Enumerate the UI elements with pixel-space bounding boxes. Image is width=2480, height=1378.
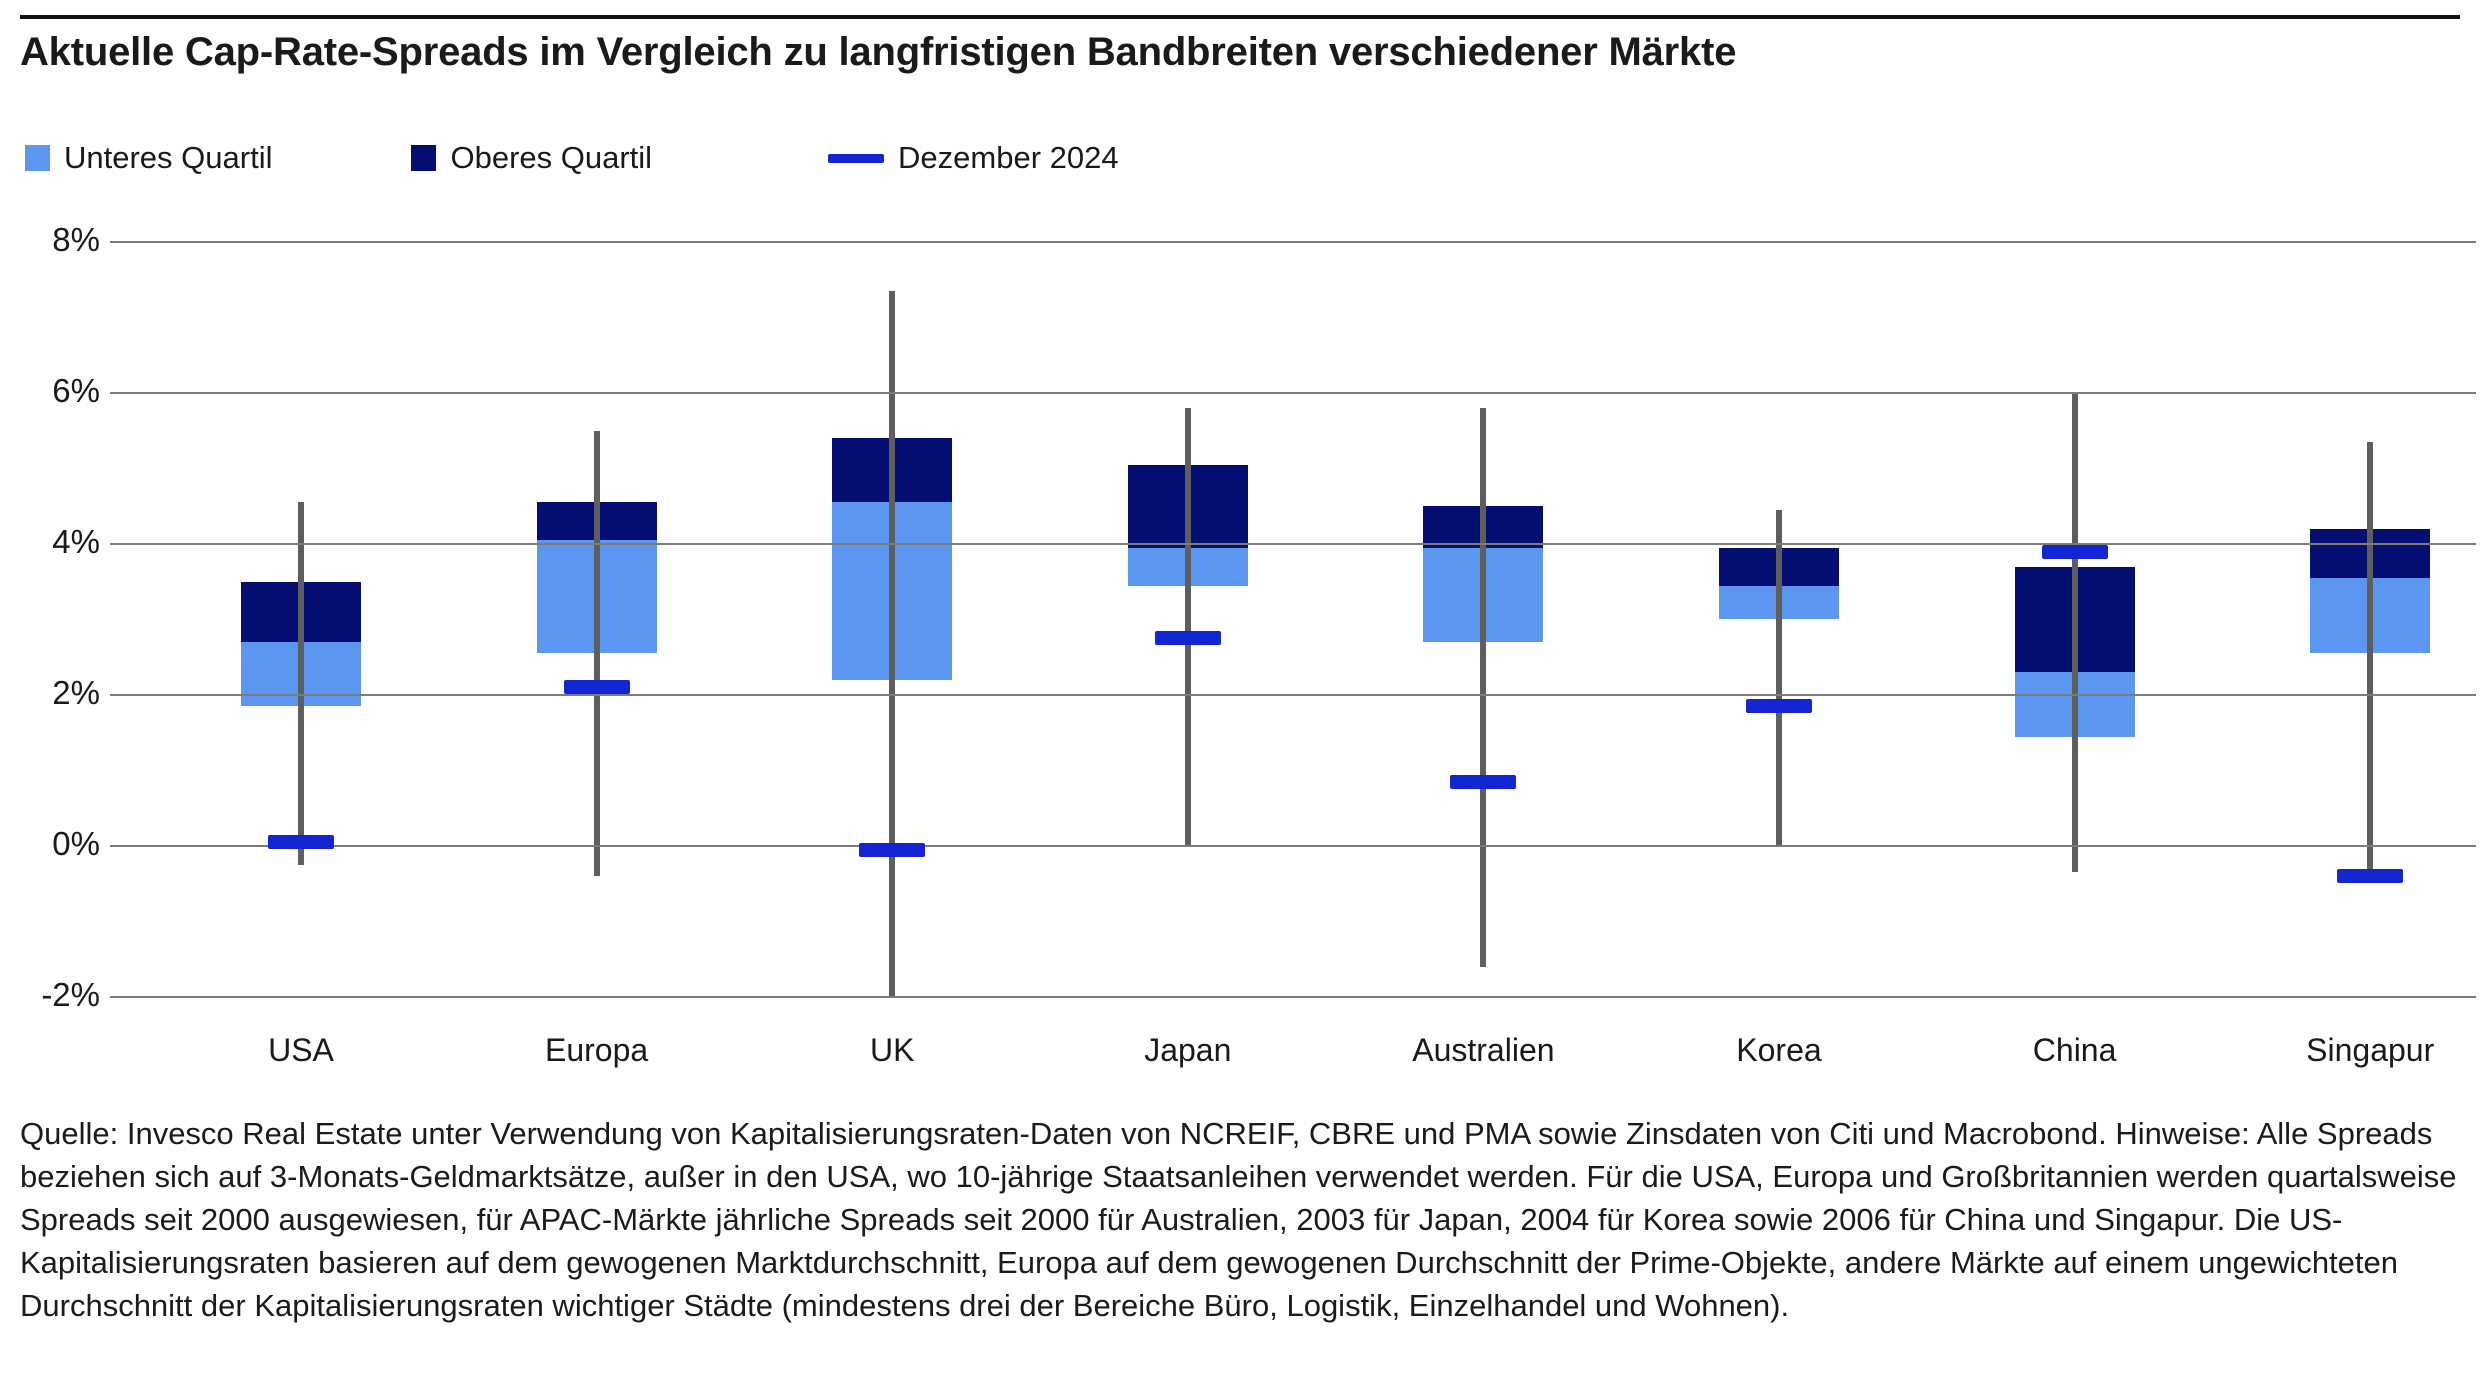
whisker-range-korea [1776,510,1782,846]
category-label-europa: Europa [545,1032,649,1068]
december-2024-marker-usa [268,835,334,850]
category-label-singapur: Singapur [2306,1032,2435,1068]
legend-item-dezember-2024: Dezember 2024 [828,140,1119,176]
lower-quartile-swatch-icon [25,145,50,171]
legend-label: Unteres Quartil [64,140,273,175]
gridline-6% [110,392,2476,394]
whisker-range-europa [593,430,600,877]
whisker-range-usa [298,502,304,865]
december-2024-marker-korea [1746,699,1812,714]
chart-legend: Unteres Quartil Oberes Quartil Dezember … [25,138,1119,178]
legend-label: Dezember 2024 [898,140,1119,175]
december-2024-marker-uk [859,842,926,857]
legend-item-oberes-quartil: Oberes Quartil [411,140,652,176]
december-dash-icon [828,153,885,163]
category-label-korea: Korea [1736,1032,1822,1068]
december-2024-marker-china [2041,544,2108,559]
whisker-range-japan [1184,408,1191,846]
december-2024-marker-australien [1450,774,1517,789]
source-note: Quelle: Invesco Real Estate unter Verwen… [20,1116,2457,1323]
december-2024-marker-japan [1154,631,1221,646]
december-2024-marker-singapur [2337,869,2404,884]
whisker-range-uk [889,291,896,997]
whisker-range-singapur [2367,442,2374,880]
upper-quartile-swatch-icon [411,145,437,171]
y-axis-tick-label: -2% [41,976,100,1013]
top-divider-rule [20,15,2460,19]
category-label-china: China [2032,1032,2117,1068]
whisker-range-australien [1480,408,1487,967]
gridline-8% [110,241,2476,243]
gridline--2% [110,996,2476,998]
legend-item-unteres-quartil: Unteres Quartil [25,140,272,176]
category-label-uk: UK [869,1032,915,1068]
gridline-2% [110,694,2476,696]
y-axis-tick-label: 8% [52,221,100,258]
december-2024-marker-europa [563,680,630,695]
gridline-4% [110,543,2476,545]
y-axis-tick-label: 2% [52,674,100,711]
y-axis-tick-label: 6% [52,372,100,409]
chart-title: Aktuelle Cap-Rate-Spreads im Vergleich z… [20,30,1737,74]
legend-label: Oberes Quartil [450,140,653,175]
gridline-0% [110,845,2476,847]
y-axis-tick-label: 4% [52,523,100,560]
category-label-australien: Australien [1412,1032,1555,1068]
category-label-japan: Japan [1144,1032,1232,1068]
whisker-range-china [2071,393,2078,873]
y-axis-tick-label: 0% [52,825,100,862]
category-label-usa: USA [268,1032,334,1068]
